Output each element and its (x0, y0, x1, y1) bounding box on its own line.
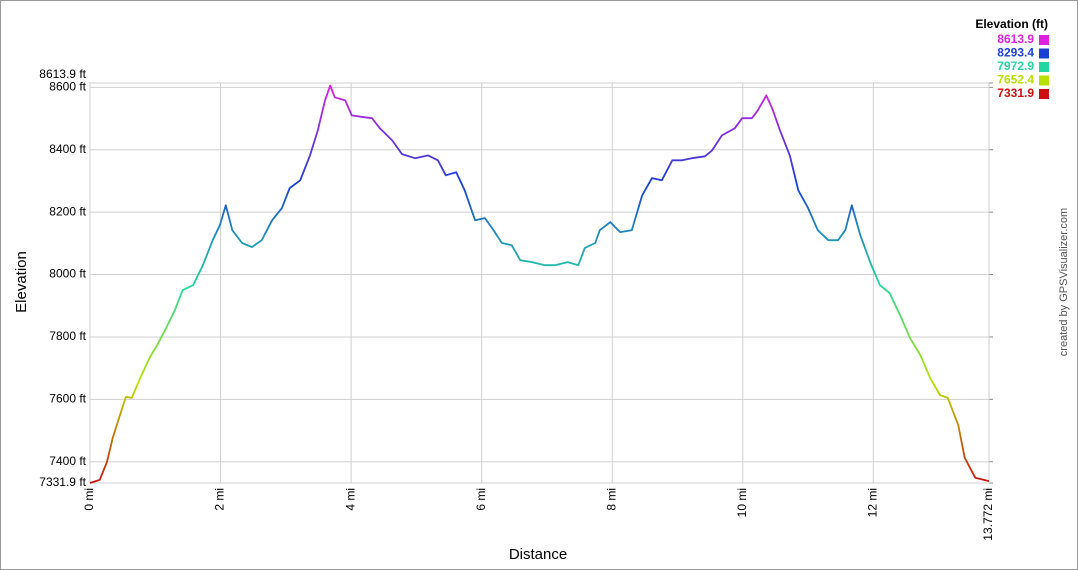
y-axis-title: Elevation (13, 251, 30, 313)
y-tick-label: 7800 ft (49, 329, 86, 343)
y-tick-label: 7600 ft (49, 392, 86, 406)
elevation-line (89, 84, 990, 484)
x-tick-label: 4 mi (343, 488, 357, 511)
y-tick-label: 7400 ft (49, 454, 86, 468)
y-tick-label: 8600 ft (49, 80, 86, 94)
legend-swatch (1039, 35, 1049, 45)
x-tick-label: 8 mi (604, 488, 618, 511)
x-tick-label: 10 mi (735, 488, 749, 517)
x-tick-label: 6 mi (474, 488, 488, 511)
legend-swatch (1039, 62, 1049, 72)
y-tick-label: 8400 ft (49, 142, 86, 156)
legend-label: 7331.9 (997, 86, 1034, 100)
legend-label: 7652.4 (997, 73, 1034, 87)
x-tick-label: 0 mi (82, 488, 96, 511)
legend-label: 8293.4 (997, 46, 1034, 60)
y-tick-label: 8000 ft (49, 267, 86, 281)
legend-swatch (1039, 89, 1049, 99)
credit: created by GPSVisualizer.com (1058, 208, 1070, 356)
x-axis-title: Distance (509, 546, 567, 563)
legend-title: Elevation (ft) (975, 17, 1048, 31)
x-tick-label: 13.772 mi (981, 488, 995, 541)
y-tick-label: 8200 ft (49, 204, 86, 218)
x-tick-label: 12 mi (866, 488, 880, 517)
y-tick-label: 7331.9 ft (39, 475, 86, 489)
legend-swatch (1039, 75, 1049, 86)
x-tick-label: 2 mi (213, 488, 227, 511)
y-tick-label: 8613.9 ft (39, 67, 86, 81)
legend-label: 7972.9 (997, 59, 1034, 73)
legend-label: 8613.9 (997, 32, 1034, 46)
legend-swatch (1039, 48, 1049, 59)
